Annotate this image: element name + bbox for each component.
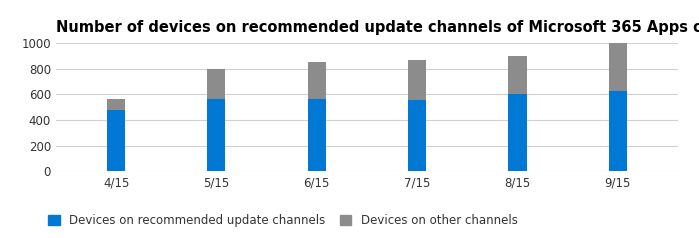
Bar — [208, 69, 226, 99]
Bar — [107, 99, 125, 110]
Bar — [308, 62, 326, 99]
Text: Number of devices on recommended update channels of Microsoft 365 Apps over time: Number of devices on recommended update … — [56, 20, 699, 35]
Bar — [408, 100, 426, 171]
Bar — [308, 99, 326, 171]
Bar — [609, 43, 627, 91]
Legend: Devices on recommended update channels, Devices on other channels: Devices on recommended update channels, … — [48, 214, 518, 227]
Bar — [107, 110, 125, 171]
Bar — [208, 99, 226, 171]
Bar — [408, 60, 426, 100]
Bar — [609, 91, 627, 171]
Bar — [508, 56, 526, 94]
Bar — [508, 94, 526, 171]
